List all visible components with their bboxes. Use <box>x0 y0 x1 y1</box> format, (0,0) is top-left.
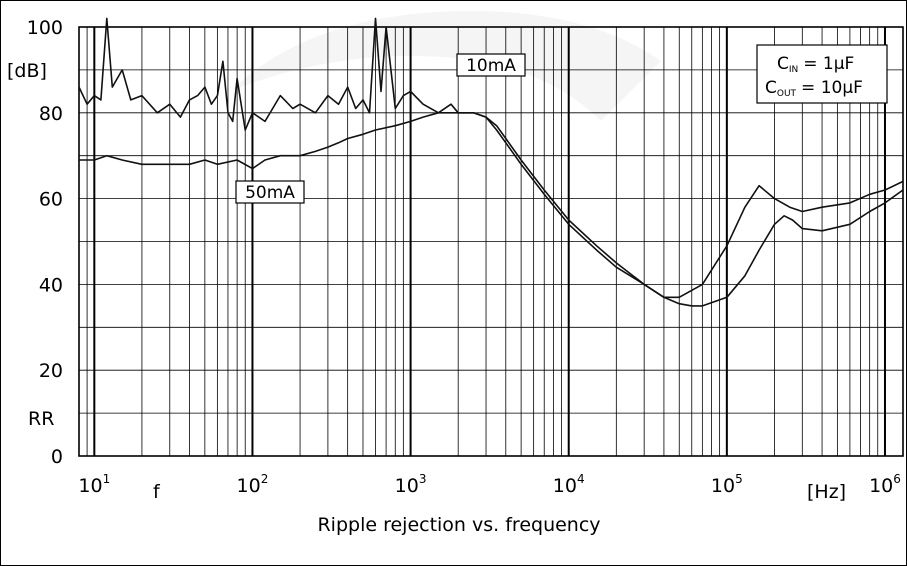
cin-value: = 1µF <box>803 54 854 74</box>
x-axis-label: f <box>153 481 161 503</box>
series-label-50ma-text: 50mA <box>245 183 295 203</box>
x-tick-label: 103 <box>395 472 427 497</box>
x-tick-labels: 101 102 103 104 105 106 <box>78 472 900 497</box>
y-axis-label: RR <box>28 408 54 430</box>
series-label-50ma: 50mA <box>235 180 305 204</box>
series-label-10ma-text: 10mA <box>466 56 516 76</box>
chart-title: Ripple rejection vs. frequency <box>317 514 600 536</box>
y-tick-label: 100 <box>27 17 63 39</box>
x-unit-label: [Hz] <box>807 481 846 503</box>
x-tick-label: 101 <box>78 472 110 497</box>
cout-value: = 10µF <box>801 78 863 98</box>
x-tick-label: 104 <box>553 472 585 497</box>
conditions-box: CIN = 1µF COUT = 10µF <box>756 44 888 104</box>
cin-symbol: C <box>777 54 789 74</box>
cin-condition: CIN = 1µF <box>777 54 854 75</box>
cout-symbol: C <box>765 78 777 98</box>
y-tick-label: 20 <box>39 360 63 382</box>
y-tick-labels: 0 20 40 60 80 100 <box>27 17 63 468</box>
y-tick-label: 40 <box>39 274 63 296</box>
series-line-50ma <box>79 112 904 307</box>
cin-subscript: IN <box>789 65 798 75</box>
x-tick-label: 102 <box>237 472 269 497</box>
plot-border <box>78 26 904 457</box>
y-tick-label: 60 <box>39 189 63 211</box>
y-tick-label: 80 <box>39 103 63 125</box>
y-tick-label: 0 <box>51 446 63 468</box>
y-unit-label: [dB] <box>7 60 47 82</box>
series-layer <box>78 17 904 307</box>
cout-subscript: OUT <box>777 89 797 99</box>
x-tick-label: 105 <box>711 472 743 497</box>
series-line-10ma <box>78 17 904 299</box>
series-label-10ma: 10mA <box>456 53 526 77</box>
cout-condition: COUT = 10µF <box>765 78 863 99</box>
x-tick-label: 106 <box>869 472 901 497</box>
